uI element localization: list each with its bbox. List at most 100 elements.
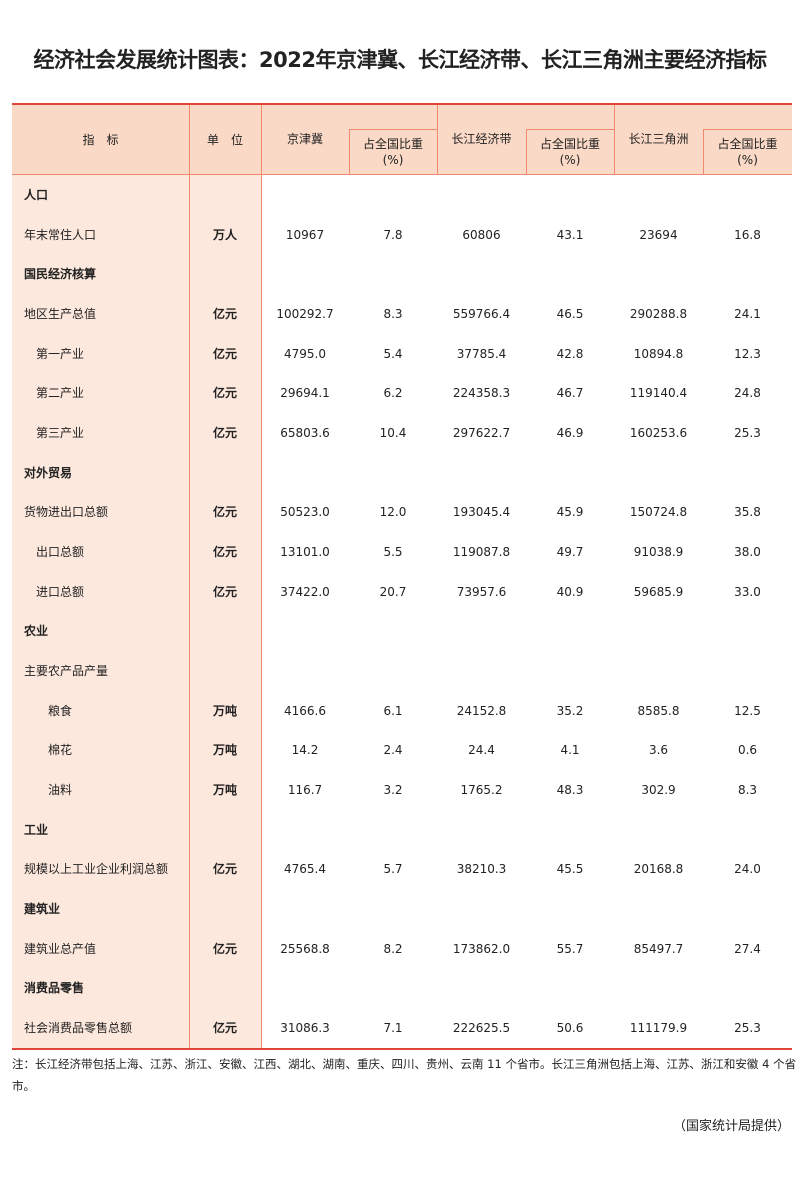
header-jingjinji: 京津冀 — [286, 132, 323, 146]
row-unit: 亿元 — [212, 346, 237, 361]
value-cell: 25568.8 — [280, 941, 330, 956]
share-cell: 40.9 — [556, 584, 584, 599]
category-row: 建筑业 — [12, 899, 792, 919]
row-unit: 万吨 — [212, 783, 237, 798]
category-row: 农业 — [12, 621, 792, 641]
value-cell: 3.6 — [648, 743, 669, 758]
value-cell: 193045.4 — [452, 505, 511, 520]
row-unit: 万吨 — [212, 743, 237, 758]
row-label: 国民经济核算 — [24, 267, 97, 282]
row-label: 进口总额 — [36, 584, 85, 599]
header-yangtze-belt: 长江经济带 — [451, 132, 512, 146]
row-label: 第三产业 — [36, 426, 85, 441]
value-cell: 13101.0 — [280, 545, 330, 560]
share-cell: 2.4 — [383, 743, 403, 758]
header-share-3: 占全国比重 (%) — [703, 136, 792, 168]
table-row: 规模以上工业企业利润总额 亿元 4765.4 5.7 38210.3 45.5 20168.… — [12, 859, 792, 879]
table-row: 年末常住人口 万人 10967 7.8 60806 43.1 23694 16.8 — [12, 225, 792, 245]
value-cell: 14.2 — [291, 743, 319, 758]
share-cell: 8.3 — [383, 307, 403, 321]
row-label: 建筑业总产值 — [24, 941, 97, 956]
value-cell: 4765.4 — [284, 862, 326, 877]
footnote: 注：长江经济带包括上海、江苏、浙江、安徽、江西、湖北、湖南、重庆、四川、贵州、云… — [12, 1057, 797, 1093]
value-cell: 91038.9 — [633, 545, 684, 560]
value-cell: 119087.8 — [452, 545, 511, 560]
table-row: 第一产业 亿元 4795.0 5.4 37785.4 42.8 10894.8 12.3 — [12, 344, 792, 364]
table-row: 棉花 万吨 14.2 2.4 24.4 4.1 3.6 0.6 — [12, 740, 792, 760]
row-label: 消费品零售 — [24, 981, 85, 996]
value-cell: 10967 — [285, 227, 325, 242]
share-cell: 12.3 — [734, 346, 761, 361]
value-cell: 65803.6 — [280, 426, 330, 441]
category-row: 对外贸易 — [12, 463, 792, 483]
value-cell: 297622.7 — [452, 426, 511, 441]
row-label: 人口 — [24, 188, 49, 202]
value-cell: 290288.8 — [629, 307, 688, 321]
divider — [614, 105, 615, 174]
row-unit: 亿元 — [212, 941, 237, 956]
row-unit: 亿元 — [212, 1021, 237, 1036]
left-column-bg — [12, 175, 261, 1048]
page-title: 经济社会发展统计图表：2022年京津冀、长江经济带、长江三角洲主要经济指标 — [33, 48, 767, 72]
share-cell: 46.9 — [556, 426, 584, 441]
share-cell: 20.7 — [379, 584, 407, 599]
header-share-1: 占全国比重 (%) — [349, 136, 437, 168]
share-unit: (%) — [737, 153, 758, 167]
divider — [189, 105, 190, 1048]
share-label: 占全国比重 — [362, 137, 423, 151]
row-unit: 亿元 — [212, 862, 237, 877]
header-yangtze-delta: 长江三角洲 — [628, 132, 689, 146]
value-cell: 85497.7 — [633, 941, 684, 956]
share-cell: 5.4 — [383, 346, 403, 361]
category-row: 国民经济核算 — [12, 264, 792, 284]
value-cell: 23694 — [639, 227, 678, 242]
divider — [349, 129, 350, 174]
share-cell: 49.7 — [556, 545, 584, 560]
share-cell: 48.3 — [556, 783, 584, 798]
row-label: 年末常住人口 — [24, 227, 97, 242]
table-row: 货物进出口总额 亿元 50523.0 12.0 193045.4 45.9 150724.8… — [12, 502, 792, 522]
category-row: 人口 — [12, 185, 792, 205]
value-cell: 24.4 — [468, 743, 495, 758]
table-row: 进口总额 亿元 37422.0 20.7 73957.6 40.9 59685.9 33.0 — [12, 582, 792, 602]
share-cell: 46.5 — [556, 307, 584, 321]
row-label: 主要农产品产量 — [24, 664, 109, 679]
share-cell: 25.3 — [734, 1021, 761, 1036]
row-label: 对外贸易 — [24, 465, 73, 480]
share-cell: 4.1 — [560, 743, 580, 758]
share-cell: 24.0 — [734, 862, 761, 877]
share-cell: 6.1 — [383, 703, 403, 718]
share-cell: 50.6 — [556, 1021, 584, 1036]
share-cell: 6.2 — [383, 386, 403, 401]
row-unit: 亿元 — [212, 505, 237, 520]
value-cell: 50523.0 — [280, 505, 330, 520]
row-unit: 亿元 — [212, 584, 237, 599]
row-label: 工业 — [24, 822, 49, 837]
row-unit: 万人 — [212, 227, 237, 242]
value-cell: 24152.8 — [456, 703, 507, 718]
header-share-2: 占全国比重 (%) — [526, 136, 614, 168]
value-cell: 20168.8 — [633, 862, 684, 877]
row-label: 油料 — [48, 783, 73, 798]
value-cell: 73957.6 — [456, 584, 507, 599]
table-row: 粮食 万吨 4166.6 6.1 24152.8 35.2 8585.8 12.5 — [12, 701, 792, 721]
table-row: 主要农产品产量 — [12, 661, 792, 681]
value-cell: 4795.0 — [284, 346, 326, 361]
table-row: 地区生产总值 亿元 100292.7 8.3 559766.4 46.5 290288.8 2… — [12, 304, 792, 324]
value-cell: 29694.1 — [280, 386, 330, 401]
row-label: 粮食 — [48, 703, 73, 718]
share-cell: 38.0 — [734, 545, 761, 560]
row-label: 规模以上工业企业利润总额 — [24, 862, 169, 877]
source-credit: （国家统计局提供） — [672, 1119, 790, 1134]
divider — [526, 129, 527, 174]
value-cell: 111179.9 — [629, 1021, 688, 1036]
row-label: 棉花 — [48, 743, 73, 758]
value-cell: 60806 — [462, 227, 501, 242]
row-unit: 亿元 — [212, 426, 237, 441]
share-cell: 55.7 — [556, 941, 584, 956]
share-cell: 27.4 — [734, 941, 761, 956]
share-cell: 33.0 — [734, 584, 761, 599]
share-cell: 5.7 — [383, 862, 403, 877]
row-unit: 万吨 — [212, 703, 237, 718]
